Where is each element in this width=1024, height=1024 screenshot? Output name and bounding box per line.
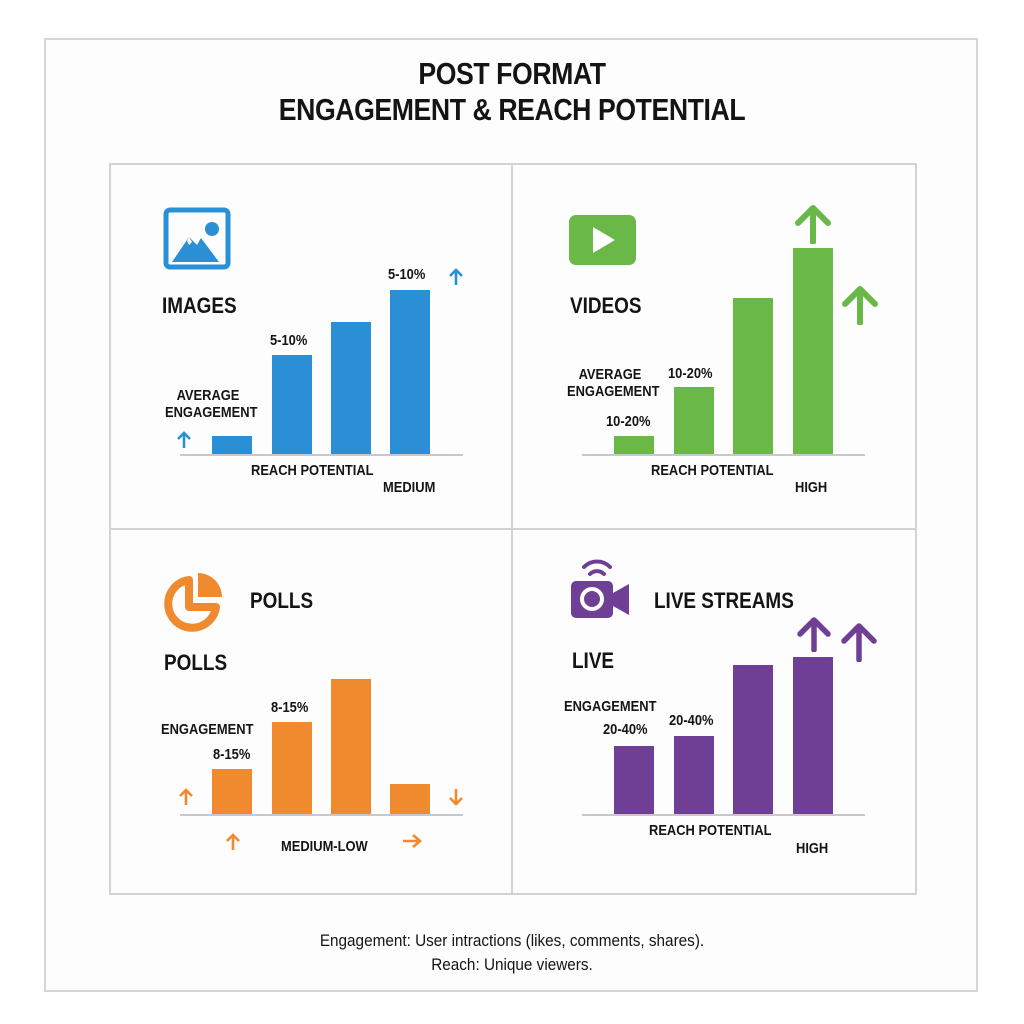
bar (614, 436, 654, 455)
bar (331, 322, 371, 455)
axis-label: REACH POTENTIAL (651, 462, 774, 479)
arrow-right-icon (403, 834, 422, 848)
bar-value-label: 8-15% (213, 746, 251, 763)
arrow-up-icon (841, 623, 877, 662)
baseline (582, 814, 865, 816)
arrow-down-icon (449, 789, 463, 806)
image-icon (163, 207, 231, 270)
axis-label: REACH POTENTIAL (251, 462, 374, 479)
bar (272, 722, 312, 815)
baseline (582, 454, 865, 456)
arrow-up-icon (795, 205, 831, 244)
axis-label: REACH POTENTIAL (649, 822, 772, 839)
title-line-2: ENGAGEMENT & REACH POTENTIAL (278, 92, 746, 127)
bar (674, 387, 714, 455)
bar (390, 290, 430, 455)
engagement-label-line-1: AVERAGE (578, 366, 642, 383)
arrow-up-icon (177, 431, 191, 448)
bar (212, 436, 252, 455)
panel-subheading: LIVE (572, 648, 615, 673)
bar-value-label: 5-10% (270, 332, 308, 349)
arrow-up-icon (797, 617, 831, 652)
bar (390, 784, 430, 815)
play-icon (569, 215, 636, 265)
engagement-label: AVERAGE ENGAGEMENT (567, 366, 660, 400)
baseline (180, 454, 463, 456)
baseline (180, 814, 463, 816)
bar-value-label: 20-40% (669, 712, 714, 729)
arrow-up-icon (449, 268, 463, 285)
footer-definition-engagement: Engagement: User intractions (likes, com… (319, 931, 705, 950)
bar (733, 665, 773, 815)
bar (793, 248, 833, 455)
arrow-up-icon (842, 286, 878, 325)
engagement-label-line-2: ENGAGEMENT (567, 383, 660, 400)
bar (793, 657, 833, 815)
arrow-up-icon (226, 833, 240, 850)
reach-level: HIGH (795, 479, 828, 496)
bar-value-label: 20-40% (603, 721, 648, 738)
engagement-label: AVERAGE ENGAGEMENT (165, 387, 258, 421)
bar (674, 736, 714, 815)
reach-level: MEDIUM (383, 479, 436, 496)
panel-heading: LIVE STREAMS (654, 588, 794, 613)
bar-value-label: 5-10% (388, 266, 426, 283)
bar (733, 298, 773, 455)
arrow-up-icon (179, 788, 193, 805)
panel-subheading: POLLS (164, 650, 228, 675)
bar-value-label: 10-20% (606, 413, 651, 430)
footer-definition-reach: Reach: Unique viewers. (431, 955, 593, 974)
bar (212, 769, 252, 815)
panel-heading: IMAGES (162, 293, 237, 318)
bar-value-label: 8-15% (271, 699, 309, 716)
engagement-label-line-2: ENGAGEMENT (165, 404, 258, 421)
engagement-label-line-1: AVERAGE (176, 387, 240, 404)
reach-level: MEDIUM-LOW (281, 838, 368, 855)
panel-heading: VIDEOS (570, 293, 642, 318)
bar-value-label: 10-20% (668, 365, 713, 382)
engagement-label: ENGAGEMENT (161, 721, 254, 738)
engagement-label: ENGAGEMENT (564, 698, 657, 715)
bar (614, 746, 654, 815)
live-camera-icon (571, 559, 629, 618)
title-line-1: POST FORMAT (418, 56, 606, 91)
pie-chart-icon (164, 573, 222, 632)
bar (272, 355, 312, 455)
bar (331, 679, 371, 815)
panel-heading: POLLS (250, 588, 314, 613)
reach-level: HIGH (796, 840, 829, 857)
grid-divider-horizontal (109, 528, 917, 530)
